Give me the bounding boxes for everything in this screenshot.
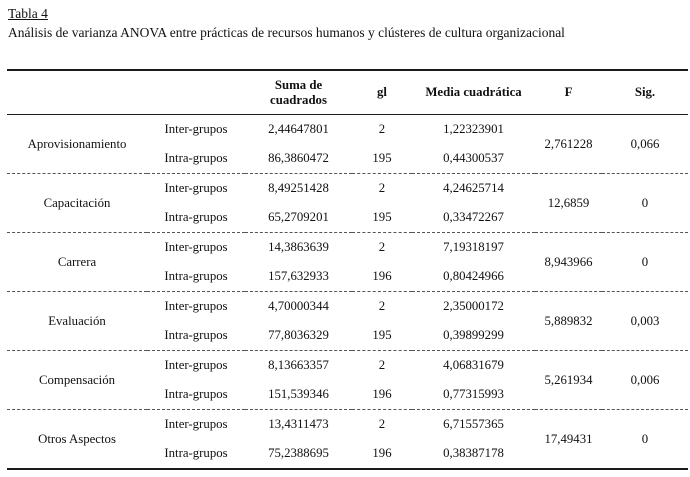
table-row-intra: Intra-grupos 151,539346 196 0,77315993: [7, 380, 688, 410]
gl-cell: 2: [378, 358, 386, 372]
gl-cell: 196: [372, 446, 392, 460]
table-row-intra: Intra-grupos 75,2388695 196 0,38387178: [7, 439, 688, 469]
group-type-cell: Intra-grupos: [147, 380, 245, 410]
header-f: F: [535, 70, 602, 115]
group-type-cell: Inter-grupos: [164, 299, 228, 313]
sig-cell: 0: [602, 173, 688, 233]
suma-cuadrados-cell: 8,13663357: [268, 358, 329, 372]
media-cuadratica-cell: 7,19318197: [443, 240, 504, 254]
group-type-cell: Intra-grupos: [147, 144, 245, 174]
table-row-inter: Capacitación Inter-grupos 8,49251428 2 4…: [7, 173, 688, 233]
variable-label-cell: Otros Aspectos: [38, 431, 116, 446]
sig-cell: 0: [602, 232, 688, 292]
group-type-cell: Intra-grupos: [147, 262, 245, 292]
group-type-cell: Intra-grupos: [164, 446, 228, 460]
f-cell: 5,261934: [535, 350, 602, 410]
group-type-cell: Intra-grupos: [147, 321, 245, 351]
group-type-cell: Inter-grupos: [164, 358, 228, 372]
header-row: Suma de cuadrados gl Media cuadrática F …: [7, 70, 688, 115]
gl-cell: 2: [378, 181, 386, 195]
header-grouptype: [147, 70, 245, 115]
header-suma-cuadrados: Suma de cuadrados: [245, 70, 352, 115]
group-type-cell: Intra-grupos: [147, 203, 245, 233]
media-cuadratica-cell: 1,22323901: [443, 122, 504, 136]
suma-cuadrados-cell: 65,2709201: [245, 203, 352, 233]
group-type-cell: Inter-grupos: [164, 240, 228, 254]
media-cuadratica-cell: 0,44300537: [412, 144, 535, 174]
table-number: Tabla 4: [8, 6, 48, 21]
media-cuadratica-cell: 4,06831679: [443, 358, 504, 372]
f-cell: 8,943966: [535, 232, 602, 292]
variable-label-cell: Capacitación: [7, 173, 147, 233]
f-cell: 12,6859: [535, 173, 602, 233]
anova-table: Suma de cuadrados gl Media cuadrática F …: [7, 69, 688, 470]
media-cuadratica-cell: 0,38387178: [443, 446, 504, 460]
variable-label-cell: Compensación: [7, 350, 147, 410]
suma-cuadrados-cell: 13,4311473: [268, 417, 329, 431]
table-row-intra: Intra-grupos 157,632933 196 0,80424966: [7, 262, 688, 292]
gl-cell: 2: [378, 417, 386, 431]
table-header: Suma de cuadrados gl Media cuadrática F …: [7, 70, 688, 115]
table-row-inter: Evaluación Inter-grupos 4,70000344 2 2,3…: [7, 291, 688, 351]
sig-cell: 0,066: [602, 114, 688, 174]
group-type-cell: Inter-grupos: [164, 417, 228, 431]
gl-cell: 195: [352, 144, 412, 174]
suma-cuadrados-cell: 14,3863639: [268, 240, 329, 254]
table-row-inter: Compensación Inter-grupos 8,13663357 2 4…: [7, 350, 688, 410]
table-caption: Tabla 4 Análisis de varianza ANOVA entre…: [0, 0, 690, 42]
media-cuadratica-cell: 0,33472267: [412, 203, 535, 233]
gl-cell: 195: [352, 321, 412, 351]
group-type-cell: Inter-grupos: [164, 122, 228, 136]
sig-cell: 0,003: [602, 291, 688, 351]
table-row-inter: Aprovisionamiento Inter-grupos 2,4464780…: [7, 114, 688, 174]
variable-label-cell: Evaluación: [7, 291, 147, 351]
media-cuadratica-cell: 6,71557365: [443, 417, 504, 431]
table-row-intra: Intra-grupos 77,8036329 195 0,39899299: [7, 321, 688, 351]
suma-cuadrados-cell: 75,2388695: [268, 446, 329, 460]
table-body: Aprovisionamiento Inter-grupos 2,4464780…: [7, 114, 688, 470]
table-row-inter: Otros Aspectos Inter-grupos 13,4311473 2…: [7, 410, 688, 446]
media-cuadratica-cell: 4,24625714: [443, 181, 504, 195]
suma-cuadrados-cell: 8,49251428: [268, 181, 329, 195]
gl-cell: 2: [378, 122, 386, 136]
suma-cuadrados-cell: 157,632933: [245, 262, 352, 292]
group-type-cell: Inter-grupos: [164, 181, 228, 195]
suma-cuadrados-cell: 4,70000344: [268, 299, 329, 313]
f-cell: 17,49431: [544, 431, 593, 446]
suma-cuadrados-cell: 77,8036329: [245, 321, 352, 351]
media-cuadratica-cell: 2,35000172: [443, 299, 504, 313]
gl-cell: 2: [378, 240, 386, 254]
table-row-intra: Intra-grupos 86,3860472 195 0,44300537: [7, 144, 688, 174]
media-cuadratica-cell: 0,39899299: [412, 321, 535, 351]
table-row-intra: Intra-grupos 65,2709201 195 0,33472267: [7, 203, 688, 233]
gl-cell: 195: [352, 203, 412, 233]
media-cuadratica-cell: 0,80424966: [412, 262, 535, 292]
header-sig: Sig.: [602, 70, 688, 115]
variable-label-cell: Aprovisionamiento: [7, 114, 147, 174]
f-cell: 2,761228: [535, 114, 602, 174]
header-variable: [7, 70, 147, 115]
suma-cuadrados-cell: 2,44647801: [268, 122, 329, 136]
suma-cuadrados-cell: 86,3860472: [245, 144, 352, 174]
header-media-cuadratica: Media cuadrática: [412, 70, 535, 115]
gl-cell: 196: [352, 262, 412, 292]
suma-cuadrados-cell: 151,539346: [245, 380, 352, 410]
sig-cell: 0: [641, 431, 649, 446]
media-cuadratica-cell: 0,77315993: [412, 380, 535, 410]
f-cell: 5,889832: [535, 291, 602, 351]
header-gl: gl: [352, 70, 412, 115]
variable-label-cell: Carrera: [7, 232, 147, 292]
gl-cell: 2: [378, 299, 386, 313]
gl-cell: 196: [352, 380, 412, 410]
table-title: Análisis de varianza ANOVA entre práctic…: [8, 25, 565, 40]
sig-cell: 0,006: [602, 350, 688, 410]
table-row-inter: Carrera Inter-grupos 14,3863639 2 7,1931…: [7, 232, 688, 292]
